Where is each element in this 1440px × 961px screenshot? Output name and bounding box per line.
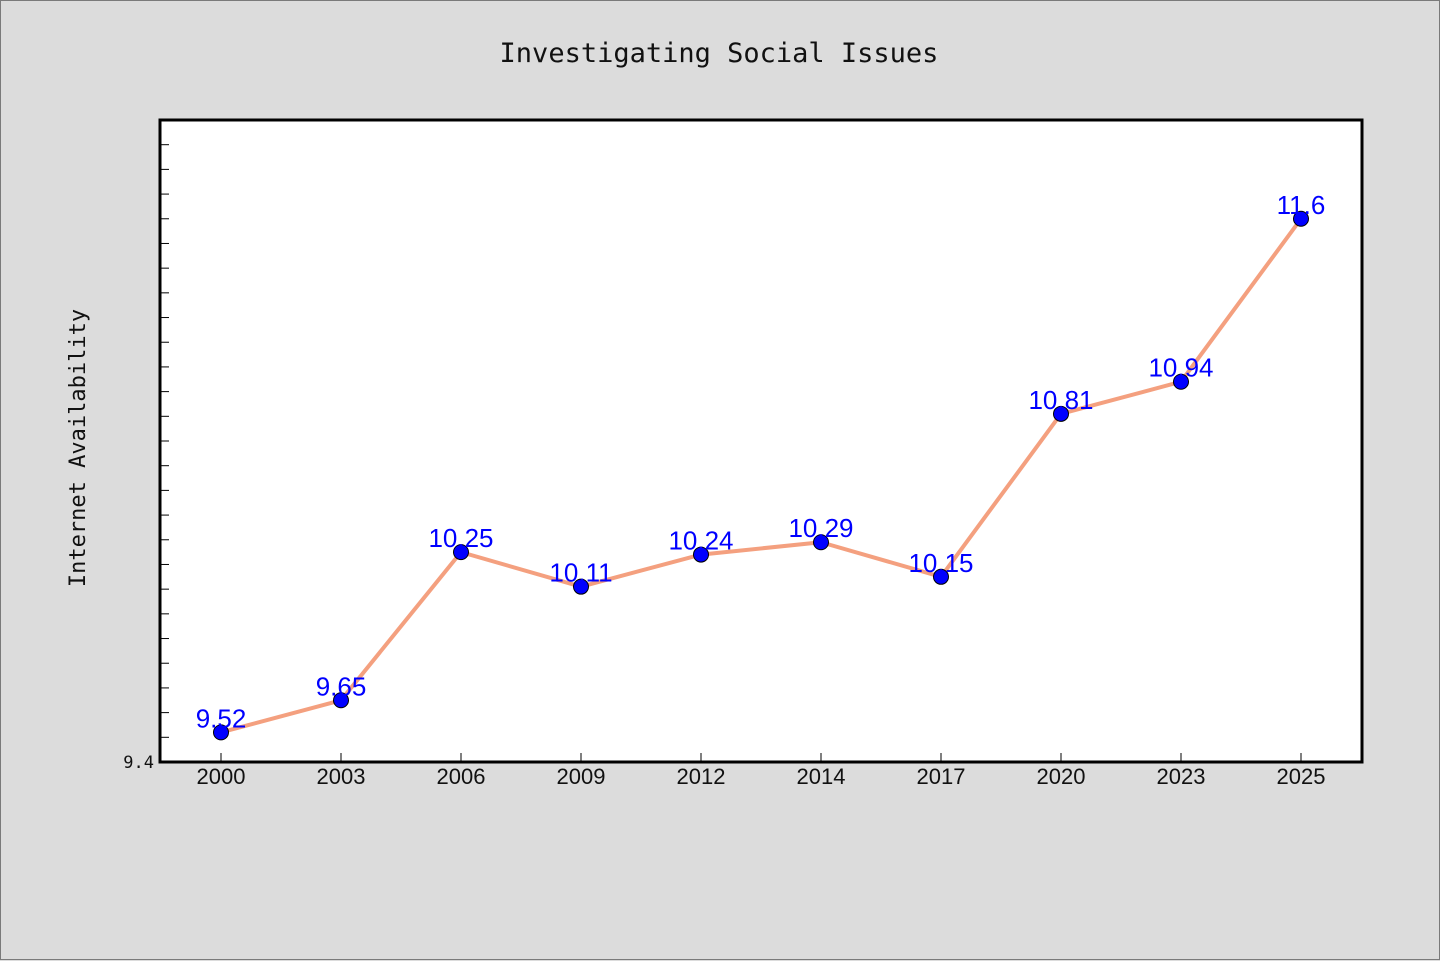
y-axis-label: Internet Availability xyxy=(66,309,91,587)
series-line-group xyxy=(219,216,1303,735)
data-value-label: 10.94 xyxy=(1148,353,1213,383)
data-value-label: 10.81 xyxy=(1028,385,1093,415)
data-value-label: 10.25 xyxy=(428,523,493,553)
data-point-marker xyxy=(693,546,709,563)
x-tick-label: 2025 xyxy=(1277,764,1326,789)
data-point-marker xyxy=(333,692,349,709)
data-point-marker xyxy=(813,534,829,551)
series-line xyxy=(219,216,1303,735)
data-point-marker xyxy=(213,724,229,741)
data-value-label: 9.52 xyxy=(196,703,247,733)
x-tick-label: 2000 xyxy=(197,764,246,789)
data-point-marker xyxy=(933,568,949,585)
x-tick-label: 2014 xyxy=(797,764,846,789)
x-tick-label: 2009 xyxy=(557,764,606,789)
data-point-marker xyxy=(1173,373,1189,390)
y-axis-ticks: 9.4 xyxy=(123,144,169,773)
plot-area xyxy=(158,118,1364,764)
data-points xyxy=(213,210,1309,741)
y-tick-label: 9.4 xyxy=(123,753,154,773)
data-point-marker xyxy=(1053,405,1069,422)
x-tick-label: 2006 xyxy=(437,764,486,789)
data-value-label: 9.65 xyxy=(316,671,367,701)
data-labels: 9.52 9.65 10.25 10.11 10.24 10.29 10.15 10.81 10… xyxy=(196,190,1326,734)
data-point-marker xyxy=(1293,210,1309,227)
x-axis-ticks: 2000 2003 2006 2009 2012 2014 2017 2020 2023 2025 xyxy=(197,753,1326,789)
x-tick-label: 2003 xyxy=(317,764,366,789)
data-value-label: 10.15 xyxy=(908,548,973,578)
data-point-marker xyxy=(453,544,469,561)
x-tick-label: 2020 xyxy=(1037,764,1086,789)
data-value-label: 10.29 xyxy=(788,513,853,543)
data-value-label: 10.24 xyxy=(668,526,733,556)
data-value-label: 11.6 xyxy=(1277,190,1326,220)
x-tick-label: 2017 xyxy=(917,764,966,789)
data-value-label: 10.11 xyxy=(549,558,612,588)
x-tick-label: 2012 xyxy=(677,764,726,789)
chart-title: Investigating Social Issues xyxy=(500,38,939,69)
data-point-marker xyxy=(573,578,589,595)
x-tick-label: 2023 xyxy=(1157,764,1206,789)
